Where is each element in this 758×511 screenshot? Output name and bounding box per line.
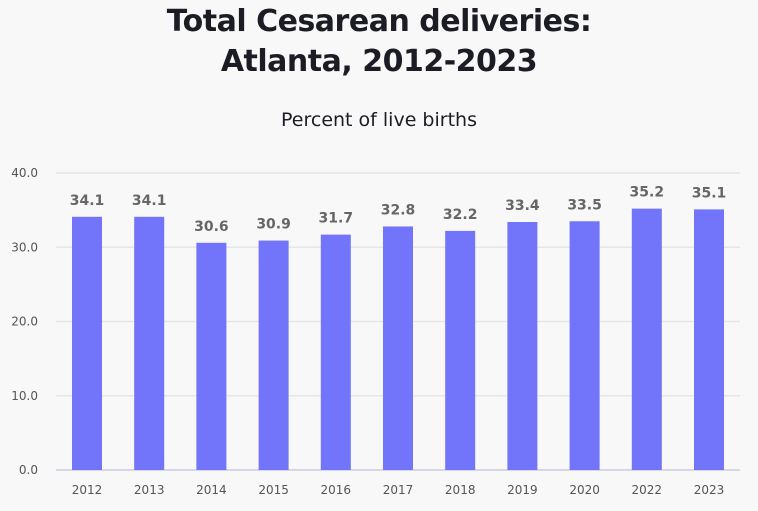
x-tick-label: 2014 bbox=[196, 483, 227, 497]
x-tick-label: 2016 bbox=[321, 483, 352, 497]
chart-subtitle: Percent of live births bbox=[281, 109, 477, 131]
bar bbox=[694, 209, 724, 470]
data-label: 30.9 bbox=[256, 217, 291, 233]
bar bbox=[320, 234, 351, 470]
data-label: 32.2 bbox=[443, 207, 478, 223]
chart-title-line-1: Total Cesarean deliveries: bbox=[166, 4, 592, 39]
y-tick-label: 30.0 bbox=[11, 240, 38, 254]
bar bbox=[72, 216, 102, 470]
data-label: 32.8 bbox=[381, 202, 416, 218]
data-label: 35.1 bbox=[692, 185, 727, 201]
x-tick-label: 2012 bbox=[72, 483, 103, 497]
y-tick-label: 20.0 bbox=[11, 315, 38, 329]
x-tick-label: 2023 bbox=[694, 483, 725, 497]
data-label: 30.6 bbox=[194, 219, 229, 235]
bar bbox=[258, 240, 289, 470]
data-label: 33.5 bbox=[567, 197, 602, 213]
bar bbox=[569, 221, 600, 470]
data-label: 34.1 bbox=[70, 193, 105, 209]
y-tick-label: 40.0 bbox=[11, 166, 38, 180]
data-label: 35.2 bbox=[630, 185, 665, 201]
x-tick-label: 2022 bbox=[632, 483, 663, 497]
bar bbox=[507, 222, 538, 470]
x-tick-label: 2017 bbox=[383, 483, 414, 497]
y-tick-label: 0.0 bbox=[19, 463, 38, 477]
chart-title: Total Cesarean deliveries: Atlanta, 2012… bbox=[0, 2, 758, 82]
bar bbox=[631, 208, 662, 470]
x-tick-label: 2019 bbox=[507, 483, 538, 497]
bar bbox=[134, 216, 165, 470]
x-tick-label: 2020 bbox=[569, 483, 600, 497]
x-tick-label: 2015 bbox=[258, 483, 289, 497]
bar bbox=[196, 242, 227, 470]
chart-title-line-2: Atlanta, 2012-2023 bbox=[220, 44, 538, 79]
data-label: 33.4 bbox=[505, 198, 540, 214]
data-label: 31.7 bbox=[319, 211, 354, 227]
x-tick-label: 2018 bbox=[445, 483, 476, 497]
y-tick-label: 10.0 bbox=[11, 389, 38, 403]
bar bbox=[445, 230, 476, 470]
x-tick-label: 2013 bbox=[134, 483, 165, 497]
bar bbox=[383, 226, 413, 470]
data-label: 34.1 bbox=[132, 193, 167, 209]
